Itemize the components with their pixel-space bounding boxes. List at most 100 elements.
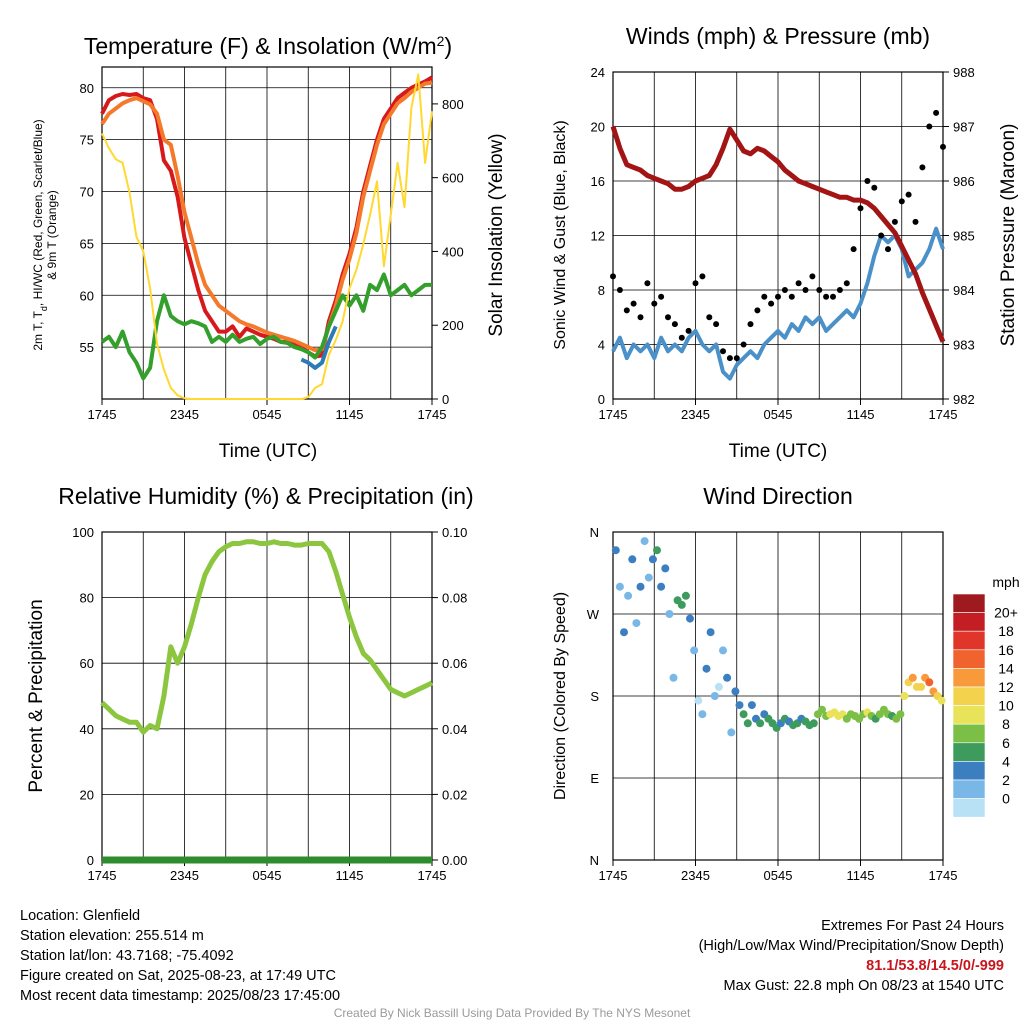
winds-xtick-label-2: 0545 <box>764 407 793 422</box>
colorbar-swatch-5 <box>952 686 986 706</box>
winds-y2tick-label-1: 983 <box>953 338 975 353</box>
humidity-y-label: Percent & Precipitation <box>26 599 47 792</box>
temp-y2tick-label-4: 800 <box>442 97 464 112</box>
rh-series-0 <box>100 539 434 735</box>
dir-point-12 <box>661 564 670 573</box>
winds-gust-point-37 <box>864 178 871 184</box>
temp-y2tick-label-3: 600 <box>442 171 464 186</box>
winds-y2tick-label-5: 987 <box>953 120 975 135</box>
winds-gust-point-2 <box>623 307 630 314</box>
station-info: Location: Glenfield Station elevation: 2… <box>20 906 340 1006</box>
dir-point-48 <box>809 719 818 728</box>
winds-gust-point-25 <box>781 287 788 293</box>
winds-gust-point-0 <box>610 273 616 280</box>
colorbar-title: mph <box>992 574 1019 590</box>
rh-ytick-label-1: 20 <box>80 787 94 802</box>
winds-gust-point-3 <box>630 300 637 307</box>
winds-xtick-label-1: 2345 <box>681 407 710 422</box>
dir-point-3 <box>624 591 633 600</box>
humidity-panel: Relative Humidity (%) & Precipitation (i… <box>26 483 474 883</box>
speed-colorbar: 20+ 18 16 14 12 10 8 6 4 2 0 <box>952 593 1018 818</box>
temp-xtick-label-4: 1745 <box>418 407 447 422</box>
colorbar-swatch-0 <box>952 593 986 613</box>
dir-point-14 <box>669 673 678 682</box>
dir-xtick-label-2: 0545 <box>764 868 793 883</box>
winds-gust-point-47 <box>933 109 940 116</box>
colorbar-label-0: 20+ <box>994 605 1018 621</box>
winds-gust-point-22 <box>761 293 768 300</box>
extremes-values: 81.1/53.8/14.5/0/-999 <box>866 958 1004 974</box>
winds-gust-point-15 <box>713 321 720 328</box>
credit-text: Created By Nick Bassill Using Data Provi… <box>333 1006 691 1020</box>
dir-point-21 <box>698 710 707 719</box>
temp-y2tick-label-0: 0 <box>442 392 449 407</box>
rh-ytick-label-2: 40 <box>80 722 94 737</box>
winds-xtick-label-3: 1145 <box>847 407 875 422</box>
latlon-text: Station lat/lon: 43.7168; -75.4092 <box>20 948 234 964</box>
dir-point-50 <box>818 705 826 714</box>
dir-ytick-label-4: N <box>590 525 599 540</box>
location-text: Location: Glenfield <box>20 908 141 924</box>
dir-xtick-label-3: 1145 <box>847 868 875 883</box>
colorbar-label-9: 2 <box>1002 772 1010 788</box>
temperature-y-label-line2: & 9m T (Orange) <box>45 190 59 280</box>
dir-point-72 <box>908 673 917 682</box>
temperature-title: Temperature (F) & Insolation (W/m2) <box>84 33 452 59</box>
temp-ytick-label-2: 65 <box>80 236 94 251</box>
temp-ytick-label-1: 60 <box>80 288 94 303</box>
rh-xtick-label-4: 1745 <box>418 868 447 883</box>
winds-gust-point-27 <box>795 280 802 287</box>
winds-gust-point-32 <box>830 293 836 300</box>
winds-gust-point-33 <box>836 287 843 293</box>
winds-gust-point-17 <box>726 355 733 362</box>
colorbar-swatch-1 <box>952 612 986 632</box>
winds-panel: Winds (mph) & Pressure (mb) Sonic Wind &… <box>552 23 1019 462</box>
dir-point-32 <box>743 719 752 728</box>
dir-point-35 <box>756 719 765 728</box>
dir-point-26 <box>719 646 727 655</box>
temp-xtick-label-0: 1745 <box>88 407 117 422</box>
winds-y2tick-label-0: 982 <box>953 392 975 407</box>
dir-point-23 <box>706 628 715 637</box>
colorbar-swatch-10 <box>952 779 986 799</box>
dir-point-17 <box>681 591 690 600</box>
rh-y2tick-label-1: 0.02 <box>442 787 467 802</box>
dir-point-1 <box>615 582 624 591</box>
colorbar-label-5: 10 <box>998 698 1014 714</box>
winds-gust-point-35 <box>850 246 857 253</box>
rh-xtick-label-2: 0545 <box>253 868 282 883</box>
colorbar-swatch-8 <box>952 742 986 762</box>
temp-ytick-label-3: 70 <box>80 185 94 200</box>
rh-xtick-label-1: 2345 <box>170 868 199 883</box>
temp-y2tick-label-2: 400 <box>442 244 464 259</box>
dir-xtick-label-1: 2345 <box>681 868 710 883</box>
winds-x-label: Time (UTC) <box>729 441 828 462</box>
dir-point-18 <box>686 614 694 623</box>
winds-ytick-label-1: 4 <box>598 338 605 353</box>
rh-xtick-label-0: 1745 <box>88 868 117 883</box>
winds-gust-point-26 <box>788 293 795 300</box>
dir-point-8 <box>644 573 653 582</box>
temp-series-3 <box>300 325 338 370</box>
recent-data-text: Most recent data timestamp: 2025/08/23 1… <box>20 988 341 1004</box>
extremes-info: Extremes For Past 24 Hours (High/Low/Max… <box>699 916 1004 996</box>
direction-y-label: Direction (Colored By Speed) <box>552 592 569 800</box>
temp-ytick-label-4: 75 <box>80 133 94 148</box>
dir-point-13 <box>665 610 674 618</box>
winds-gust-point-43 <box>905 191 912 198</box>
temp-y2tick-label-1: 200 <box>442 318 464 333</box>
colorbar-swatch-7 <box>952 723 986 744</box>
dir-point-4 <box>628 555 637 564</box>
winds-y2tick-label-3: 985 <box>953 229 975 244</box>
extremes-description: (High/Low/Max Wind/Precipitation/Snow De… <box>698 938 1004 954</box>
temp-series-4 <box>101 73 433 400</box>
winds-gust-point-46 <box>926 123 933 130</box>
rh-ytick-label-3: 60 <box>80 656 94 671</box>
winds-gust-point-21 <box>754 307 761 314</box>
dir-point-22 <box>702 664 711 673</box>
rh-y2tick-label-2: 0.04 <box>442 722 467 737</box>
dir-point-11 <box>657 582 666 591</box>
winds-gust-point-45 <box>919 164 926 171</box>
winds-gust-point-48 <box>940 143 946 150</box>
winds-gust-point-41 <box>891 218 898 225</box>
